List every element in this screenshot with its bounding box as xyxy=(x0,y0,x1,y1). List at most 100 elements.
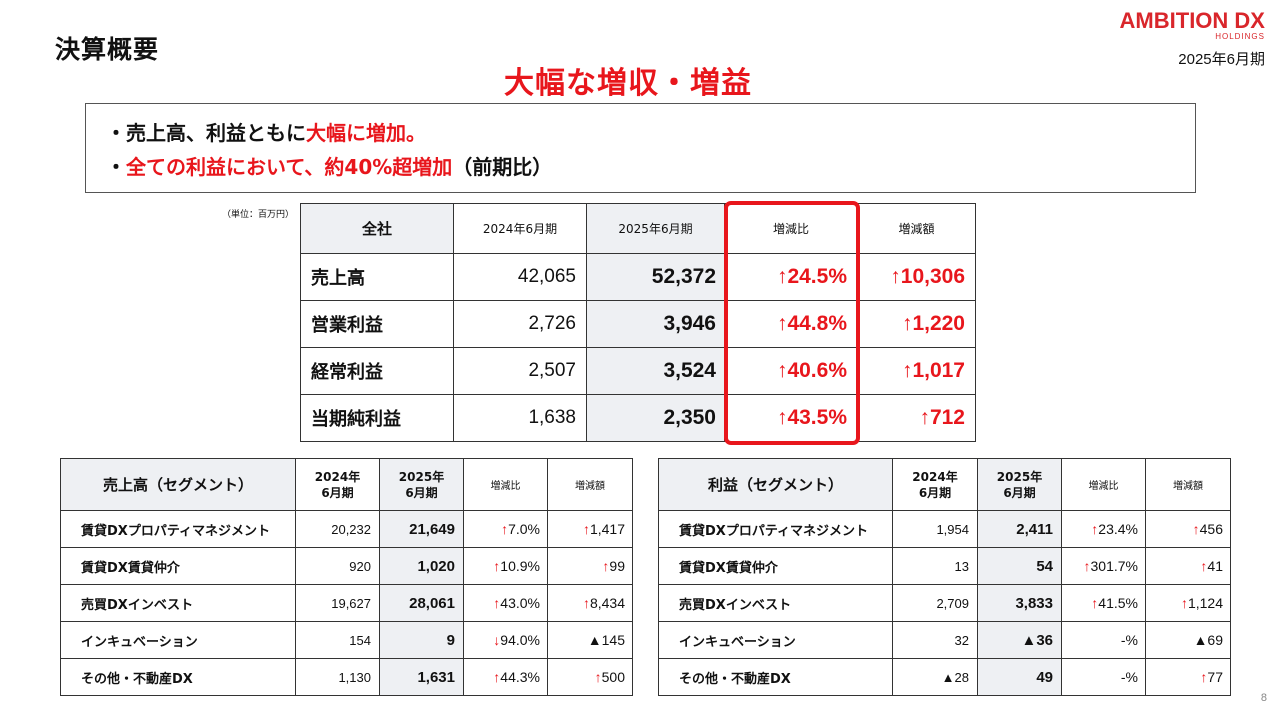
header-cell: 利益（セグメント） xyxy=(658,458,893,511)
table-row: 当期純利益 1,638 2,350 ↑43.5% ↑712 xyxy=(300,394,976,442)
row-label-text: 賃貸DXプロパティマネジメント xyxy=(679,523,869,539)
table-row: インキュベーション 32 ▲36 -% ▲69 xyxy=(658,621,1231,659)
row-label: 売上高 xyxy=(300,253,454,301)
row-label: 売買DXインベスト xyxy=(60,584,296,622)
unit-note: （単位：百万円） xyxy=(222,210,295,220)
current-value: 1,020 xyxy=(379,547,464,585)
change-pct-text: 43.0% xyxy=(500,595,540,611)
current-value: 3,524 xyxy=(586,347,725,395)
change-amount: ↑8,434 xyxy=(547,584,633,622)
table-row: その他・不動産DX ▲28 49 -% ↑77 xyxy=(658,658,1231,696)
change-amount: ↑1,220 xyxy=(857,300,976,348)
header-cell: 増減比 xyxy=(724,203,858,254)
prev-value-text: 154 xyxy=(349,632,371,648)
prev-value-text: 1,130 xyxy=(338,669,371,685)
up-arrow-icon: ↑ xyxy=(890,265,901,288)
change-amount: ▲69 xyxy=(1145,621,1231,659)
summary-line-2: ・全ての利益において、約40%超増加（前期比） xyxy=(106,150,1195,184)
up-arrow-icon: ↑ xyxy=(1180,595,1188,611)
current-value: 54 xyxy=(977,547,1062,585)
prev-value: 1,638 xyxy=(453,394,587,442)
change-amount: ↑1,017 xyxy=(857,347,976,395)
prev-value-text: 2,709 xyxy=(936,595,969,611)
change-ratio-highlight-box xyxy=(724,201,860,445)
summary-line-2-bullet: ・ xyxy=(106,155,126,179)
table-row: 経常利益 2,507 3,524 ↑40.6% ↑1,017 xyxy=(300,347,976,395)
up-arrow-icon: ↑ xyxy=(582,595,590,611)
change-pct-text: 23.4% xyxy=(1098,521,1138,537)
row-label-text: インキュベーション xyxy=(679,634,796,650)
change-pct-text: -% xyxy=(1120,632,1138,648)
row-label: 賃貸DXプロパティマネジメント xyxy=(658,510,893,548)
prev-value: 1,954 xyxy=(892,510,978,548)
profit-segment-body: 賃貸DXプロパティマネジメント 1,954 2,411 ↑23.4% ↑456 賃貸DX賃… xyxy=(658,510,1231,696)
row-label-text: 賃貸DX賃貸仲介 xyxy=(81,560,180,576)
header-cell: 増減額 xyxy=(547,458,633,511)
page-title: 決算概要 xyxy=(55,35,160,64)
change-pct: ↑23.4% xyxy=(1061,510,1146,548)
table-row: 賃貸DXプロパティマネジメント 1,954 2,411 ↑23.4% ↑456 xyxy=(658,510,1231,548)
up-arrow-icon: ↑ xyxy=(602,558,610,574)
change-pct: -% xyxy=(1061,658,1146,696)
current-value: 52,372 xyxy=(586,253,725,301)
current-value: 28,061 xyxy=(379,584,464,622)
prev-value: 2,726 xyxy=(453,300,587,348)
change-pct: ↑41.5% xyxy=(1061,584,1146,622)
change-amount: ↑500 xyxy=(547,658,633,696)
header-cell: 全社 xyxy=(300,203,454,254)
row-label: インキュベーション xyxy=(658,621,893,659)
table-row: 売買DXインベスト 19,627 28,061 ↑43.0% ↑8,434 xyxy=(60,584,633,622)
up-arrow-icon: ↑ xyxy=(493,558,501,574)
header-cell: 増減比 xyxy=(463,458,548,511)
change-amount: ↑1,124 xyxy=(1145,584,1231,622)
change-pct: ↑44.8% xyxy=(724,300,858,348)
change-amount-text: 8,434 xyxy=(589,595,625,611)
change-pct-value: 40.6% xyxy=(787,359,847,382)
change-amount-text: ▲69 xyxy=(1193,632,1223,648)
change-pct: ↑24.5% xyxy=(724,253,858,301)
summary-line-1: ・売上高、利益ともに大幅に増加。 xyxy=(106,116,1195,150)
up-arrow-icon: ↑ xyxy=(493,595,501,611)
change-amount-text: 41 xyxy=(1207,558,1223,574)
change-amount-text: 1,124 xyxy=(1187,595,1223,611)
change-pct: ↑44.3% xyxy=(463,658,548,696)
current-value: 2,350 xyxy=(586,394,725,442)
up-arrow-icon: ↑ xyxy=(1083,558,1091,574)
current-value: ▲36 xyxy=(977,621,1062,659)
change-amount-text: ▲145 xyxy=(587,632,625,648)
table-row: 売買DXインベスト 2,709 3,833 ↑41.5% ↑1,124 xyxy=(658,584,1231,622)
change-pct-text: 41.5% xyxy=(1098,595,1138,611)
prev-value-text: 1,954 xyxy=(936,521,969,537)
current-value: 1,631 xyxy=(379,658,464,696)
up-arrow-icon: ↑ xyxy=(776,265,788,288)
row-label-text: 売買DXインベスト xyxy=(81,597,194,613)
table-row: インキュベーション 154 9 ↓94.0% ▲145 xyxy=(60,621,633,659)
current-value-text: 1,631 xyxy=(417,668,455,686)
current-value: 9 xyxy=(379,621,464,659)
table-header-row: 利益（セグメント） 2024年 6月期 2025年 6月期 増減比 増減額 xyxy=(658,458,1231,511)
current-value-text: 54 xyxy=(1036,557,1053,575)
table-header-row: 全社 2024年6月期 2025年6月期 増減比 増減額 xyxy=(300,203,976,254)
current-value-text: ▲36 xyxy=(1021,631,1053,649)
change-pct: ↓94.0% xyxy=(463,621,548,659)
row-label-text: インキュベーション xyxy=(81,634,198,650)
up-arrow-icon: ↑ xyxy=(582,521,590,537)
current-value-text: 9 xyxy=(446,631,455,649)
change-amount-text: 500 xyxy=(601,669,625,685)
summary-line-1-highlight: 大幅に増加。 xyxy=(306,121,426,145)
current-value: 3,833 xyxy=(977,584,1062,622)
headline: 大幅な増収・増益 xyxy=(504,66,752,101)
prev-value: 2,709 xyxy=(892,584,978,622)
prev-value-text: 19,627 xyxy=(331,595,371,611)
change-pct-value: 43.5% xyxy=(787,406,847,429)
change-pct: ↑43.0% xyxy=(463,584,548,622)
up-arrow-icon: ↑ xyxy=(1091,595,1099,611)
prev-value-text: 920 xyxy=(349,558,371,574)
prev-value: 20,232 xyxy=(295,510,380,548)
logo-sub-text: HOLDINGS xyxy=(1215,32,1265,41)
up-arrow-icon: ↑ xyxy=(1192,521,1200,537)
header-cell: 増減額 xyxy=(857,203,976,254)
fiscal-period: 2025年6月期 xyxy=(1178,51,1265,68)
